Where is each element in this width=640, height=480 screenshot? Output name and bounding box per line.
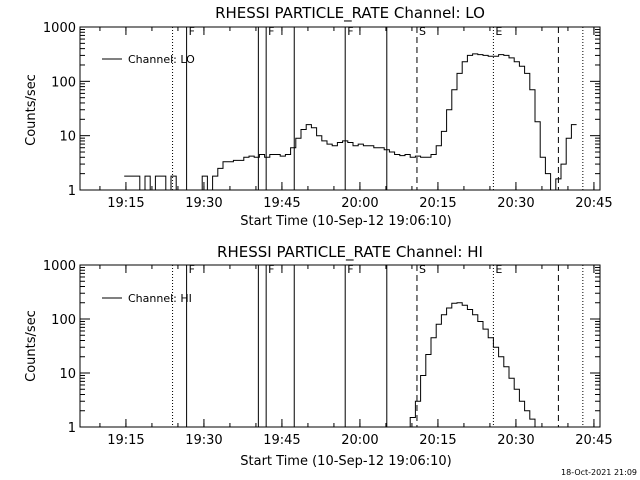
x-tick-label: 19:45 xyxy=(263,433,300,448)
y-tick-label: 100 xyxy=(51,313,76,328)
plot-frame-lo xyxy=(79,26,601,191)
flag-label: F xyxy=(189,263,195,276)
y-axis-hi: 1 10 100 1000 xyxy=(43,259,600,436)
flag-label: S xyxy=(419,25,426,38)
x-tick-label: 20:00 xyxy=(341,433,378,448)
flag-label: E xyxy=(495,263,502,276)
x-tick-label: 20:45 xyxy=(575,433,612,448)
generation-timestamp: 18-Oct-2021 21:09 xyxy=(561,468,637,477)
flag-label: F xyxy=(347,263,353,276)
x-tick-label: 19:30 xyxy=(185,433,222,448)
x-axis-title-lo: Start Time (10-Sep-12 19:06:10) xyxy=(240,214,451,229)
x-axis-hi: 19:15 19:30 19:45 20:00 20:15 20:30 20:45 xyxy=(99,265,613,448)
x-axis-title-hi: Start Time (10-Sep-12 19:06:10) xyxy=(240,454,451,469)
series-line-lo xyxy=(124,53,577,191)
x-tick-label: 20:30 xyxy=(497,196,534,211)
y-axis-lo: 1 10 100 1000 xyxy=(43,21,600,199)
flag-label: F xyxy=(268,25,274,38)
x-tick-label: 20:45 xyxy=(575,196,612,211)
x-tick-label: 19:15 xyxy=(107,196,144,211)
chart-title-hi: RHESSI PARTICLE_RATE Channel: HI xyxy=(217,243,483,262)
y-tick-label: 100 xyxy=(51,75,76,90)
y-tick-label: 10 xyxy=(59,130,76,145)
panel-hi: RHESSI PARTICLE_RATE Channel: HI F F F S E 1… xyxy=(24,243,613,469)
y-tick-label: 1 xyxy=(68,421,76,436)
legend-label-lo: Channel: LO xyxy=(128,53,195,66)
y-tick-label: 1000 xyxy=(43,259,76,274)
legend-label-hi: Channel: HI xyxy=(128,292,192,305)
panel-lo: RHESSI PARTICLE_RATE Channel: LO F F F S E 1… xyxy=(24,4,613,229)
plot-frame-hi xyxy=(79,264,601,428)
y-axis-title-hi: Counts/sec xyxy=(24,310,39,382)
y-tick-label: 1000 xyxy=(43,21,76,36)
x-tick-label: 20:15 xyxy=(419,433,456,448)
flag-label: F xyxy=(347,25,353,38)
x-tick-label: 19:30 xyxy=(185,196,222,211)
y-tick-label: 1 xyxy=(68,184,76,199)
chart-title-lo: RHESSI PARTICLE_RATE Channel: LO xyxy=(215,4,485,23)
x-tick-label: 20:00 xyxy=(341,196,378,211)
flag-label: E xyxy=(495,25,502,38)
series-line-hi xyxy=(405,302,541,428)
x-tick-label: 19:15 xyxy=(107,433,144,448)
x-tick-label: 19:45 xyxy=(263,196,300,211)
y-axis-title-lo: Counts/sec xyxy=(24,74,39,146)
x-axis-lo: 19:15 19:30 19:45 20:00 20:15 20:30 20:45 xyxy=(99,27,613,211)
flag-label: S xyxy=(419,263,426,276)
flag-label: F xyxy=(189,25,195,38)
x-tick-label: 20:15 xyxy=(419,196,456,211)
flag-label: F xyxy=(268,263,274,276)
x-tick-label: 20:30 xyxy=(497,433,534,448)
y-tick-label: 10 xyxy=(59,367,76,382)
